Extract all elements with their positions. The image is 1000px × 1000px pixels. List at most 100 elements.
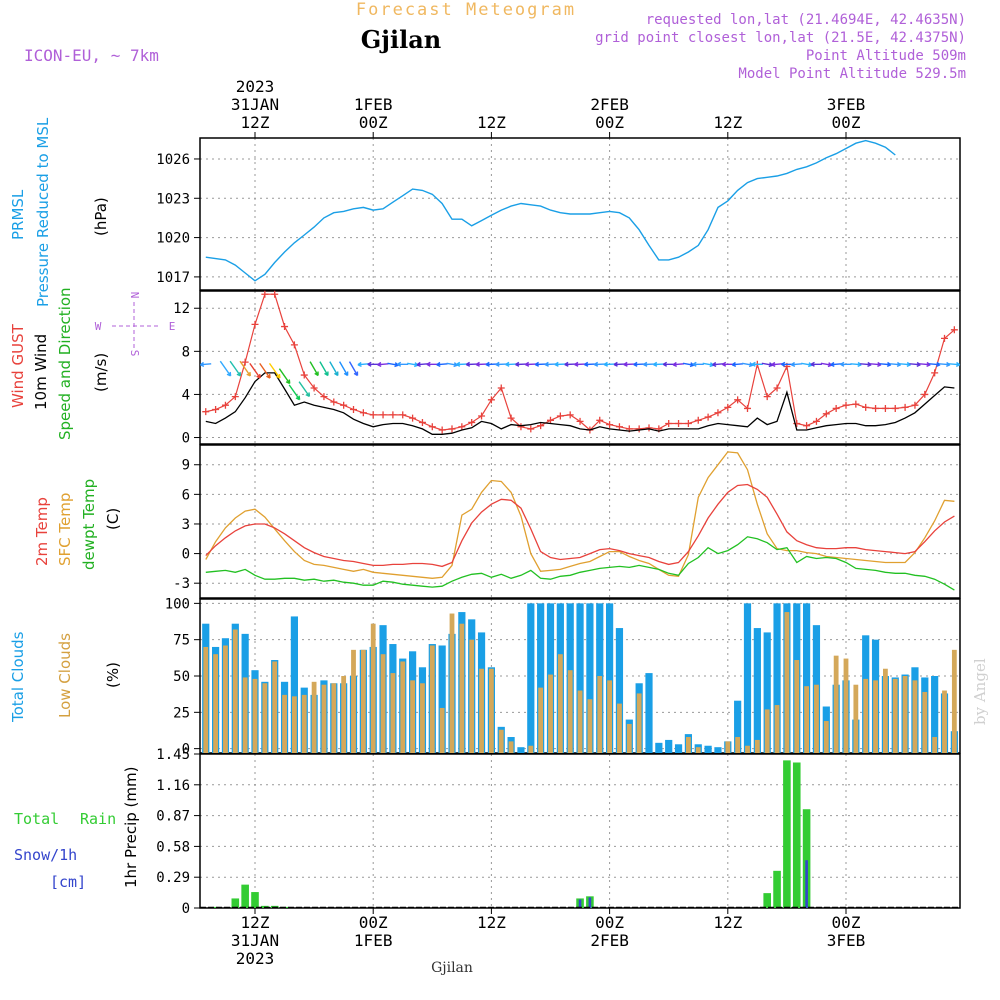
low-cloud-bar	[617, 703, 622, 753]
t2m-label: 2m Temp	[33, 497, 51, 566]
gust-marker	[487, 396, 495, 404]
prmsl-label: PRMSL	[9, 189, 27, 240]
gust-marker	[773, 384, 781, 392]
low-cloud-bar	[479, 668, 484, 753]
low-cloud-bar	[735, 737, 741, 753]
low-cloud-bar	[232, 629, 238, 753]
gust-marker	[261, 290, 269, 298]
wind-direction-arrow	[682, 362, 695, 368]
low-cloud-bar	[439, 707, 445, 753]
gust-marker	[714, 409, 722, 417]
rain-bar	[251, 892, 259, 908]
wind-direction-arrow	[268, 362, 281, 379]
low-cloud-bar	[449, 613, 455, 753]
wind-direction-arrow	[721, 361, 734, 367]
gust-marker	[931, 369, 939, 377]
low-cloud-bar	[400, 661, 406, 753]
low-cloud-bar	[528, 745, 534, 753]
gust-marker	[694, 416, 702, 424]
gust-marker	[842, 401, 850, 409]
wind-direction-arrow	[801, 362, 813, 368]
low-cloud-bar	[567, 670, 573, 753]
gust-marker	[290, 341, 298, 349]
total-cloud-bar	[517, 747, 525, 753]
rain-bar	[792, 762, 801, 908]
low-cloud-bar	[883, 668, 888, 753]
gust-marker	[340, 401, 348, 409]
top-time-label: 12Z	[241, 113, 270, 132]
low-cloud-bar	[282, 694, 287, 753]
wind-direction-arrow	[712, 361, 724, 368]
pressure-tick-label: 1026	[156, 152, 190, 168]
low-cloud-bar	[577, 690, 583, 753]
clouds-tick-label: 0	[182, 742, 190, 758]
precip-total-label: Total	[14, 810, 59, 828]
bottom-time-label: 2023	[236, 949, 275, 968]
wind-direction-arrow	[554, 361, 566, 367]
gust-marker	[941, 334, 948, 342]
low-cloud-bar	[626, 723, 632, 753]
wind-unit: (m/s)	[92, 353, 110, 392]
bottom-time-label: 00Z	[832, 913, 861, 932]
total-cloud-bar	[704, 745, 712, 753]
low-cloud-bar	[489, 668, 494, 753]
gust-marker	[320, 393, 328, 401]
gust-marker	[202, 408, 210, 416]
wind-direction-arrow	[426, 361, 438, 367]
wind-direction-arrow	[367, 361, 379, 367]
top-time-label: 3FEB	[827, 95, 866, 114]
pressure-unit: (hPa)	[92, 197, 110, 236]
wind-speed-label: Speed and Direction	[56, 287, 74, 440]
gust-marker	[409, 414, 417, 422]
wind-direction-arrow	[870, 361, 882, 368]
gust-marker	[537, 422, 545, 430]
wind-direction-arrow	[830, 361, 842, 368]
snow-bar	[578, 899, 582, 908]
wind-tick-label: 12	[173, 301, 190, 317]
gust-marker	[803, 422, 811, 430]
low-cloud-bar	[203, 646, 209, 753]
low-cloud-bar	[538, 687, 544, 753]
low-cloud-bar	[390, 673, 396, 753]
total-cloud-bar	[773, 603, 781, 753]
low-cloud-bar	[607, 680, 612, 753]
total-cloud-bar	[753, 628, 761, 753]
compass-s: S	[128, 350, 141, 357]
top-time-label: 00Z	[595, 113, 624, 132]
y-tick-labels: 1017 1020 1023 1026 0 4 8 12 -3 0 3 6 9 0 25 50 75 100 0 0.…	[156, 152, 190, 917]
wind-direction-arrow	[544, 361, 557, 367]
low-cloud-bar	[873, 680, 878, 753]
total-cloud-bar	[665, 739, 673, 753]
low-cloud-bar	[764, 709, 770, 753]
gridpoint-coords: grid point closest lon,lat (21.5E, 42.43…	[595, 30, 966, 46]
panel-frame-precip	[199, 753, 961, 909]
top-time-label: 00Z	[359, 113, 388, 132]
supertitle: Forecast Meteogram	[356, 0, 576, 20]
gust-marker	[872, 404, 880, 412]
gust-marker	[891, 404, 899, 412]
gust-marker	[359, 409, 367, 417]
wind-direction-arrow	[623, 361, 635, 367]
wind-direction-arrow	[249, 362, 261, 379]
low-cloud-bar	[843, 658, 849, 753]
top-time-label: 2FEB	[590, 95, 629, 114]
wind-direction-arrow	[593, 361, 606, 367]
low-cloud-bar	[725, 741, 731, 753]
pressure-tick-label: 1020	[156, 231, 190, 247]
low-cloud-bar	[548, 674, 553, 753]
wind-direction-arrow	[534, 361, 547, 367]
rain-bar	[231, 898, 240, 908]
wind-direction-arrow	[692, 361, 704, 367]
gust-marker	[478, 412, 486, 420]
wind-direction-arrow	[446, 362, 458, 368]
low-clouds-label: Low Clouds	[56, 633, 74, 718]
wind-tick-label: 4	[182, 387, 190, 403]
t2m-line	[205, 483, 955, 568]
precip-tick-label: 0.58	[156, 839, 190, 855]
gust-marker	[547, 416, 554, 424]
wind-direction-arrow	[938, 361, 951, 368]
low-cloud-bar	[252, 678, 258, 753]
wind-direction-arrow	[319, 361, 329, 377]
model-label: ICON-EU, ~ 7km	[24, 46, 159, 65]
total-cloud-bar	[438, 645, 446, 753]
